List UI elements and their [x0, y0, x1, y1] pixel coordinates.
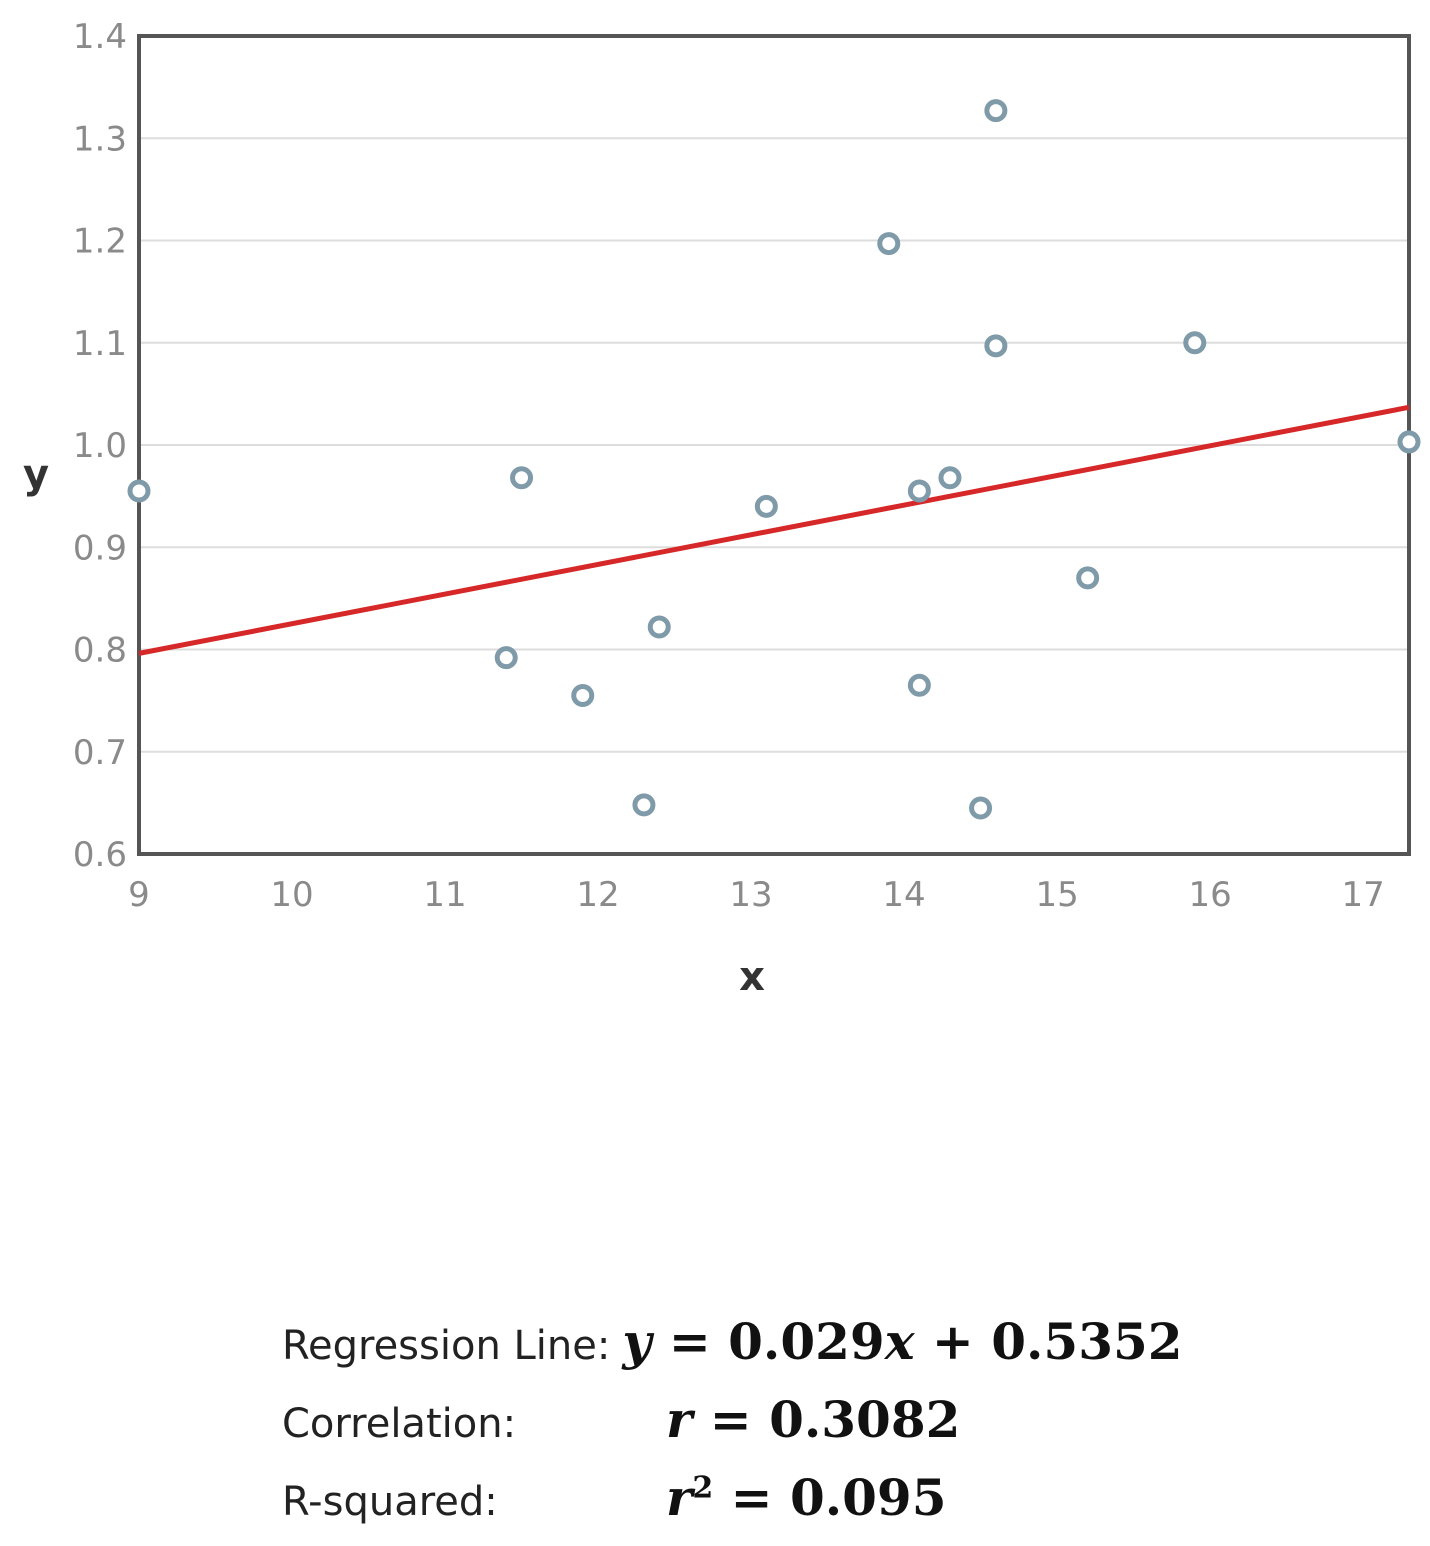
regression-lhs: y — [622, 1312, 652, 1371]
data-point — [632, 793, 656, 817]
regression-var: x — [884, 1312, 915, 1371]
rsquared-value: 0.095 — [789, 1468, 947, 1527]
data-point — [647, 615, 671, 639]
y-tick-label: 1.1 — [73, 324, 127, 364]
y-tick-label: 0.9 — [73, 528, 127, 568]
data-point — [571, 684, 595, 708]
rsquared-exponent: 2 — [692, 1470, 714, 1506]
x-tick-labels: 9 10 11 12 13 14 15 16 17 — [128, 875, 1385, 915]
y-tick-label: 1.4 — [73, 17, 127, 57]
y-tick-label: 0.8 — [73, 631, 127, 671]
regression-slope: 0.029 — [728, 1312, 885, 1371]
y-tick-labels: 0.6 0.7 0.8 0.9 1.0 1.1 1.2 1.3 1.4 — [73, 17, 127, 875]
data-point — [969, 796, 993, 820]
grid-lines — [139, 137, 1409, 753]
data-point — [127, 479, 151, 503]
rsquared-equation: r2 = 0.095 — [666, 1468, 947, 1527]
correlation-label: Correlation: — [282, 1401, 517, 1447]
x-axis-label: x — [739, 954, 765, 1000]
regression-line — [138, 404, 1410, 656]
y-tick-label: 0.6 — [73, 835, 127, 875]
data-point — [1183, 331, 1207, 355]
correlation-row: Correlation: r = 0.3082 — [282, 1390, 1183, 1468]
data-point — [754, 494, 778, 518]
x-tick-label: 9 — [128, 875, 150, 915]
regression-intercept: 0.5352 — [991, 1312, 1183, 1371]
data-point — [907, 479, 931, 503]
data-point — [984, 334, 1008, 358]
rsquared-var: r — [666, 1468, 693, 1527]
x-tick-label: 13 — [729, 875, 772, 915]
rsquared-label: R-squared: — [282, 1479, 498, 1525]
x-tick-label: 14 — [882, 875, 925, 915]
y-tick-label: 1.3 — [73, 119, 127, 159]
data-point — [984, 99, 1008, 123]
x-tick-label: 16 — [1188, 875, 1231, 915]
x-tick-label: 12 — [576, 875, 619, 915]
correlation-var: r — [666, 1390, 693, 1449]
correlation-value: 0.3082 — [769, 1390, 961, 1449]
y-tick-label: 1.0 — [73, 426, 127, 466]
y-tick-label: 1.2 — [73, 222, 127, 262]
regression-label: Regression Line: — [282, 1323, 611, 1369]
rsquared-row: R-squared: r2 = 0.095 — [282, 1468, 1183, 1546]
data-point — [1076, 566, 1100, 590]
y-tick-label: 0.7 — [73, 733, 127, 773]
data-points — [127, 99, 1421, 820]
regression-row: Regression Line: y = 0.029x + 0.5352 — [282, 1312, 1183, 1390]
data-point — [938, 466, 962, 490]
data-point — [1397, 430, 1421, 454]
correlation-equation: r = 0.3082 — [666, 1390, 961, 1449]
data-point — [907, 673, 931, 697]
x-tick-label: 10 — [270, 875, 313, 915]
scatter-chart: 0.6 0.7 0.8 0.9 1.0 1.1 1.2 1.3 1.4 9 10 11 12 13 14 1… — [23, 17, 1421, 1000]
y-axis-label: y — [23, 452, 49, 498]
data-point — [494, 646, 518, 670]
regression-equation: y = 0.029x + 0.5352 — [622, 1312, 1183, 1371]
data-point — [510, 466, 534, 490]
x-tick-label: 11 — [423, 875, 466, 915]
regression-stats: Regression Line: y = 0.029x + 0.5352 Cor… — [282, 1312, 1183, 1546]
x-tick-label: 15 — [1035, 875, 1078, 915]
data-point — [877, 232, 901, 256]
x-tick-label: 17 — [1341, 875, 1384, 915]
